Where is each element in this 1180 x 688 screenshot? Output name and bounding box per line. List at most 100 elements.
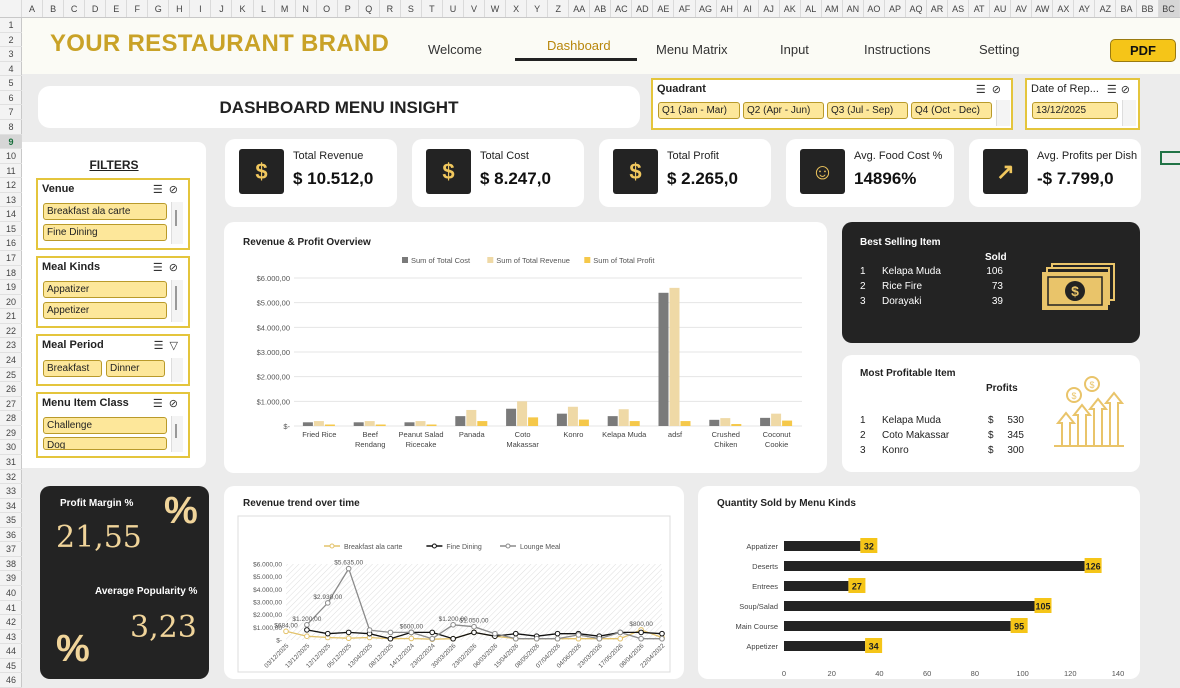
multi-select-icon[interactable]: ☰ [975, 84, 992, 96]
filter-icon[interactable]: ▽ [169, 340, 184, 352]
clear-filter-icon[interactable]: ⊘ [168, 262, 184, 274]
column-header[interactable]: AM [822, 0, 843, 17]
date-option[interactable]: 13/12/2025 [1032, 102, 1118, 119]
column-header[interactable]: A [22, 0, 44, 17]
clear-filter-icon[interactable]: ⊘ [168, 184, 184, 196]
multi-select-icon[interactable]: ☰ [152, 398, 169, 410]
multi-select-icon[interactable]: ☰ [152, 262, 169, 274]
row-header[interactable]: 20 [0, 295, 22, 310]
column-header[interactable]: AR [927, 0, 949, 17]
column-header[interactable]: AU [990, 0, 1012, 17]
column-header[interactable]: H [169, 0, 191, 17]
row-header[interactable]: 10 [0, 149, 22, 164]
multi-select-icon[interactable]: ☰ [153, 340, 170, 352]
venue-option[interactable]: Breakfast ala carte [43, 203, 167, 220]
row-header[interactable]: 15 [0, 222, 22, 237]
quadrant-q1[interactable]: Q1 (Jan - Mar) [658, 102, 740, 119]
column-header[interactable]: G [148, 0, 170, 17]
column-header[interactable]: Y [527, 0, 549, 17]
row-header[interactable]: 42 [0, 615, 22, 630]
row-header[interactable]: 30 [0, 440, 22, 455]
column-header[interactable]: E [106, 0, 128, 17]
multi-select-icon[interactable]: ☰ [152, 184, 169, 196]
column-header[interactable]: AB [590, 0, 612, 17]
venue-option[interactable]: Fine Dining [43, 224, 167, 241]
row-header[interactable]: 4 [0, 62, 22, 77]
column-header[interactable]: AJ [759, 0, 780, 17]
row-header[interactable]: 8 [0, 120, 22, 135]
row-header[interactable]: 21 [0, 309, 22, 324]
row-header[interactable]: 46 [0, 673, 22, 688]
column-header[interactable]: R [380, 0, 401, 17]
meal-kind-option[interactable]: Appetizer [43, 302, 167, 319]
column-header[interactable]: AG [696, 0, 717, 17]
nav-setting[interactable]: Setting [979, 42, 1020, 57]
row-header[interactable]: 3 [0, 47, 22, 62]
column-header[interactable]: AY [1074, 0, 1096, 17]
column-header[interactable]: BB [1137, 0, 1159, 17]
row-header[interactable]: 23 [0, 338, 22, 353]
column-header[interactable]: AX [1053, 0, 1075, 17]
row-header[interactable]: 14 [0, 207, 22, 222]
nav-instructions[interactable]: Instructions [864, 42, 931, 57]
column-header[interactable]: L [254, 0, 275, 17]
venue-scrollbar[interactable] [171, 202, 183, 244]
row-header[interactable]: 26 [0, 382, 22, 397]
column-header[interactable]: D [85, 0, 107, 17]
column-header[interactable]: U [443, 0, 464, 17]
row-header[interactable]: 25 [0, 368, 22, 383]
column-header[interactable]: AA [569, 0, 591, 17]
column-header[interactable]: K [232, 0, 254, 17]
row-header[interactable]: 38 [0, 557, 22, 572]
row-header[interactable]: 19 [0, 280, 22, 295]
row-header[interactable]: 33 [0, 484, 22, 499]
column-header[interactable]: J [211, 0, 233, 17]
row-header[interactable]: 16 [0, 236, 22, 252]
row-header[interactable]: 29 [0, 426, 22, 441]
column-header[interactable]: AN [843, 0, 864, 17]
column-header[interactable]: C [64, 0, 86, 17]
multi-select-icon[interactable]: ☰ [1106, 84, 1121, 96]
quadrant-q3[interactable]: Q3 (Jul - Sep) [827, 102, 908, 119]
column-header[interactable]: AT [969, 0, 991, 17]
quadrant-q4[interactable]: Q4 (Oct - Dec) [911, 102, 992, 119]
column-header[interactable]: Q [359, 0, 380, 17]
quadrant-q2[interactable]: Q2 (Apr - Jun) [743, 102, 824, 119]
column-header[interactable]: V [464, 0, 486, 17]
row-header[interactable]: 17 [0, 251, 22, 266]
select-all-corner[interactable] [0, 0, 22, 17]
row-header[interactable]: 39 [0, 571, 22, 587]
clear-filter-icon[interactable]: ⊘ [1120, 84, 1134, 96]
column-header[interactable]: AV [1011, 0, 1033, 17]
column-header[interactable]: B [43, 0, 65, 17]
column-header[interactable]: AI [738, 0, 759, 17]
quadrant-scrollbar[interactable] [996, 100, 1010, 126]
row-header[interactable]: 12 [0, 178, 22, 193]
row-header[interactable]: 13 [0, 193, 22, 208]
column-header[interactable]: AF [674, 0, 696, 17]
row-header[interactable]: 41 [0, 601, 22, 616]
column-header[interactable]: AH [717, 0, 738, 17]
row-header[interactable]: 44 [0, 644, 22, 659]
row-header[interactable]: 35 [0, 513, 22, 528]
column-header[interactable]: N [296, 0, 317, 17]
row-header[interactable]: 43 [0, 630, 22, 645]
meal-period-option[interactable]: Breakfast [43, 360, 102, 377]
row-header[interactable]: 36 [0, 528, 22, 543]
column-header[interactable]: X [506, 0, 528, 17]
row-header[interactable]: 45 [0, 659, 22, 674]
column-header[interactable]: F [127, 0, 149, 17]
nav-menu-matrix[interactable]: Menu Matrix [656, 42, 728, 57]
date-scrollbar[interactable] [1122, 100, 1136, 126]
column-header[interactable]: AK [780, 0, 801, 17]
column-header[interactable]: AZ [1095, 0, 1117, 17]
column-header[interactable]: O [317, 0, 338, 17]
column-header[interactable]: BC [1158, 0, 1180, 17]
column-header[interactable]: AD [632, 0, 654, 17]
nav-dashboard[interactable]: Dashboard [547, 38, 611, 53]
row-header[interactable]: 5 [0, 76, 22, 91]
column-header[interactable]: AW [1032, 0, 1054, 17]
column-header[interactable]: BA [1116, 0, 1138, 17]
column-header[interactable]: M [275, 0, 296, 17]
nav-welcome[interactable]: Welcome [428, 42, 482, 57]
